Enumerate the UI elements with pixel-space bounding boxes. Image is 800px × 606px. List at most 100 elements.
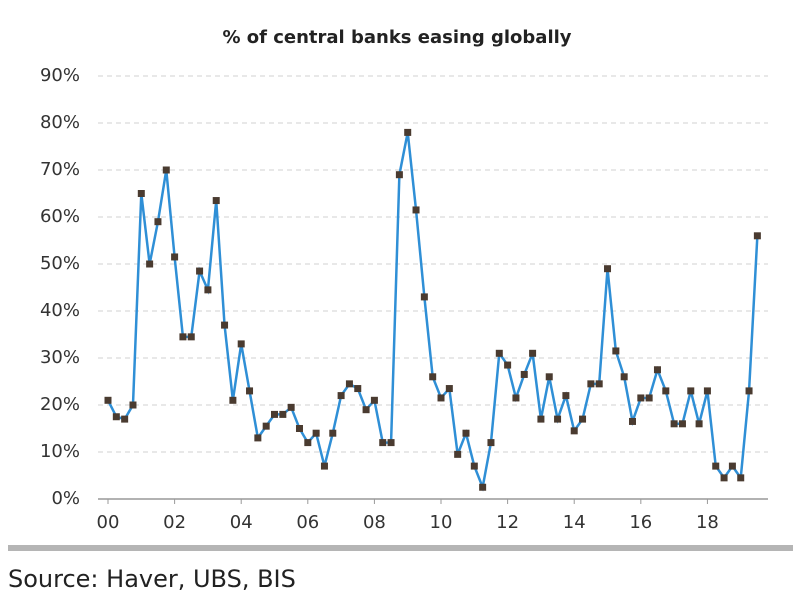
- marker: [420, 293, 428, 301]
- marker: [462, 429, 470, 437]
- marker: [537, 415, 545, 423]
- marker: [312, 429, 320, 437]
- separator: [8, 545, 793, 551]
- marker: [687, 387, 695, 395]
- y-tick-label: 10%: [40, 441, 80, 462]
- y-tick-label: 60%: [40, 206, 80, 227]
- marker: [370, 396, 378, 404]
- marker: [229, 396, 237, 404]
- marker: [479, 483, 487, 491]
- line: [106, 132, 759, 492]
- marker: [695, 420, 703, 428]
- marker: [712, 462, 720, 470]
- marker: [703, 387, 711, 395]
- y-tick-label: 20%: [40, 394, 80, 415]
- marker: [604, 265, 612, 273]
- marker: [354, 385, 362, 393]
- y-tick-label: 30%: [40, 347, 80, 368]
- marker: [554, 415, 562, 423]
- x-tick-label: 10: [430, 512, 453, 533]
- marker: [171, 253, 179, 261]
- chart-title: % of central banks easing globally: [222, 27, 571, 48]
- y-tick-label: 50%: [40, 253, 80, 274]
- marker: [129, 401, 137, 409]
- marker: [520, 370, 528, 378]
- x-tick-label: 00: [97, 512, 120, 533]
- marker: [445, 385, 453, 393]
- x-tick-label: 16: [629, 512, 652, 533]
- marker: [179, 333, 187, 341]
- x-tick-label: 18: [696, 512, 719, 533]
- marker: [304, 439, 312, 447]
- marker: [662, 387, 670, 395]
- marker: [379, 439, 387, 447]
- marker: [495, 349, 503, 357]
- y-tick-label: 70%: [40, 159, 80, 180]
- marker: [279, 410, 287, 418]
- marker: [678, 420, 686, 428]
- marker: [645, 394, 653, 402]
- marker: [512, 394, 520, 402]
- y-tick-label: 0%: [51, 488, 80, 509]
- x-tick-label: 08: [363, 512, 386, 533]
- x-tick-label: 12: [496, 512, 519, 533]
- marker: [745, 387, 753, 395]
- marker: [329, 429, 337, 437]
- marker: [187, 333, 195, 341]
- marker: [612, 347, 620, 355]
- marker: [212, 197, 220, 205]
- marker: [437, 394, 445, 402]
- marker: [579, 415, 587, 423]
- marker: [470, 462, 478, 470]
- marker: [287, 403, 295, 411]
- marker: [262, 422, 270, 430]
- marker: [154, 218, 162, 226]
- marker: [737, 474, 745, 482]
- x-tick-label: 06: [296, 512, 319, 533]
- marker: [720, 474, 728, 482]
- marker: [146, 260, 154, 268]
- source: Source: Haver, UBS, BIS: [8, 565, 296, 593]
- marker: [637, 394, 645, 402]
- marker: [753, 232, 761, 240]
- marker: [653, 366, 661, 374]
- marker: [112, 413, 120, 421]
- marker: [137, 190, 145, 197]
- marker: [345, 380, 353, 388]
- marker: [395, 171, 403, 179]
- marker: [387, 439, 395, 447]
- x-tick-label: 14: [563, 512, 586, 533]
- marker: [196, 267, 204, 275]
- marker: [429, 373, 437, 381]
- marker: [545, 373, 553, 381]
- marker: [529, 349, 537, 357]
- marker: [504, 361, 512, 369]
- y-tick-label: 40%: [40, 300, 80, 321]
- x-tick-label: 02: [163, 512, 186, 533]
- marker: [587, 380, 595, 388]
- marker: [320, 462, 328, 470]
- marker: [487, 439, 495, 447]
- marker: [204, 286, 212, 294]
- marker: [221, 321, 229, 329]
- marker: [595, 380, 603, 388]
- marker: [404, 128, 412, 136]
- marker: [670, 420, 678, 428]
- marker: [254, 434, 262, 442]
- marker: [628, 417, 636, 425]
- marker: [104, 396, 112, 404]
- y-tick-label: 90%: [40, 65, 80, 86]
- marker: [246, 387, 254, 395]
- marker: [412, 206, 420, 214]
- marker: [337, 392, 345, 400]
- marker: [295, 425, 303, 432]
- marker: [162, 166, 170, 174]
- marker: [237, 340, 245, 348]
- marker: [570, 427, 578, 435]
- y-tick-label: 80%: [40, 112, 80, 133]
- marker: [454, 450, 462, 458]
- x-tick-label: 04: [230, 512, 253, 533]
- marker: [271, 410, 279, 418]
- marker: [620, 373, 628, 381]
- marker: [121, 415, 129, 423]
